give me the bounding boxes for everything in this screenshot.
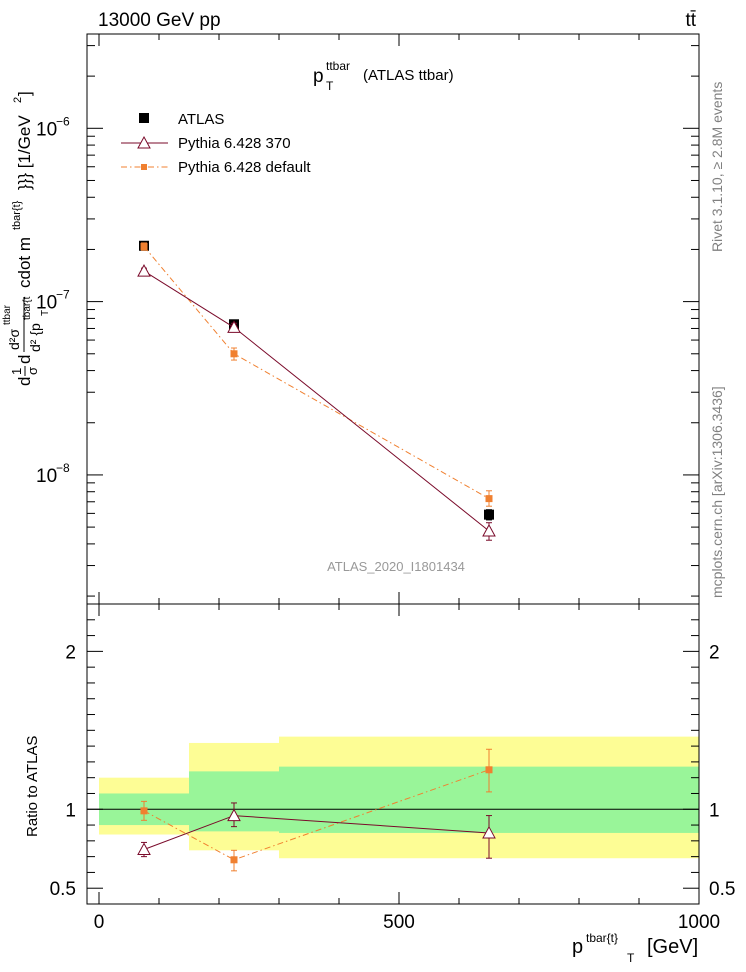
ylabel-units-sup: 2 bbox=[12, 97, 24, 103]
ratio-pythia-370-point bbox=[227, 808, 241, 822]
x-tick-label: 0 bbox=[94, 912, 105, 933]
legend-pythia370-label: Pythia 6.428 370 bbox=[178, 135, 291, 152]
ylabel-frac2-den: d² {p bbox=[27, 323, 43, 352]
title-rest: (ATLAS ttbar) bbox=[363, 67, 454, 84]
ylabel-frac2-num-sup: ttbar bbox=[2, 304, 13, 325]
lower-panel: 0 500 1000 0.5 0.5 1 1 2 2 Ratio to ATLAS p tbar… bbox=[24, 603, 735, 965]
energy-label: 13000 GeV pp bbox=[98, 10, 221, 31]
pythia-default-line bbox=[143, 246, 490, 500]
lower-frame bbox=[86, 603, 700, 905]
x-tick-label: 1000 bbox=[678, 912, 720, 933]
upper-plot-area bbox=[137, 240, 496, 541]
legend: ATLAS Pythia 6.428 370 Pythia 6.428 defa… bbox=[121, 111, 311, 176]
xlabel-sub: T bbox=[627, 951, 635, 965]
ratio-y-tick-label-left: 0.5 bbox=[50, 879, 76, 900]
lower-axes: 0 500 1000 0.5 0.5 1 1 2 2 bbox=[50, 603, 735, 933]
ratio-y-tick-label-right: 2 bbox=[709, 642, 720, 663]
ratio-pythia-default-point bbox=[230, 856, 238, 864]
xlabel-main: p bbox=[572, 936, 583, 958]
ratio-y-tick-label-left: 1 bbox=[65, 800, 76, 821]
upper-axes: 10−810−710−6 bbox=[36, 34, 700, 604]
pythia-370-point bbox=[227, 320, 241, 333]
pythia-default-point bbox=[485, 495, 493, 503]
xlabel-sup: tbar{t} bbox=[586, 931, 618, 945]
legend-atlas-marker bbox=[139, 113, 149, 123]
process-label: tt̄ bbox=[685, 10, 696, 31]
ylabel-frac2-den-sup: tbar{t bbox=[22, 296, 33, 320]
atlas-data-point bbox=[484, 509, 494, 520]
ratio-pythia-default-point bbox=[140, 807, 148, 815]
rivet-label: Rivet 3.1.10, ≥ 2.8M events bbox=[709, 82, 725, 252]
y-tick-label-base: 10 bbox=[36, 293, 57, 314]
title-sub: T bbox=[326, 79, 334, 93]
ylabel-frac1-den: σ bbox=[25, 367, 40, 375]
ylabel-frac1-num: 1 bbox=[9, 368, 24, 375]
ylabel-d2: d bbox=[15, 355, 34, 364]
lower-plot-area bbox=[87, 736, 699, 872]
y-tick-label-base: 10 bbox=[36, 466, 57, 487]
pythia-default-point bbox=[230, 350, 238, 358]
ratio-y-tick-label-left: 2 bbox=[65, 642, 76, 663]
y-tick-label-exponent: −6 bbox=[56, 114, 70, 128]
ylabel-cdot: cdot m bbox=[15, 237, 34, 288]
x-axis-label: p tbar{t} T [GeV] bbox=[572, 931, 698, 965]
ylabel-frac2-num: d²σ bbox=[6, 329, 22, 350]
x-tick-label: 500 bbox=[383, 912, 415, 933]
ylabel-cdot-sup: tbar{t} bbox=[11, 200, 23, 230]
ratio-pythia-default-point bbox=[485, 766, 493, 774]
y-axis-label: d 1 σ d d²σ ttbar d² {p tbar{t T cdot m … bbox=[2, 91, 51, 386]
mcplots-label: mcplots.cern.ch [arXiv:1306.3436] bbox=[709, 386, 725, 598]
title-sup: ttbar bbox=[326, 59, 350, 73]
ratio-pythia-370-point bbox=[137, 842, 151, 856]
title-main: p bbox=[313, 66, 324, 87]
ratio-y-tick-label-right: 1 bbox=[709, 800, 720, 821]
pythia-370-point bbox=[482, 523, 496, 537]
ratio-ylabel: Ratio to ATLAS bbox=[24, 736, 41, 837]
pythia-default-point bbox=[140, 242, 148, 250]
y-tick-label-base: 10 bbox=[36, 119, 57, 140]
y-tick-label-exponent: −8 bbox=[56, 461, 70, 475]
ylabel-frac2-den-sub: T bbox=[40, 310, 51, 316]
ylabel-units-close: ] bbox=[15, 91, 34, 96]
legend-pythiadefault-label: Pythia 6.428 default bbox=[178, 159, 311, 176]
legend-pythiadefault-marker bbox=[141, 164, 147, 170]
upper-panel: 10−810−710−6 p ttbar T (ATLAS ttbar) ATL… bbox=[2, 33, 700, 605]
xlabel-rest: [GeV] bbox=[647, 936, 698, 958]
ratio-pythia-370-point bbox=[482, 825, 496, 839]
legend-pythia370-marker bbox=[137, 135, 151, 149]
ylabel-d1: d bbox=[15, 377, 34, 386]
ylabel-units: }}} [1/GeV bbox=[15, 115, 34, 190]
y-tick-label-exponent: −7 bbox=[56, 288, 70, 302]
ratio-y-tick-label-right: 0.5 bbox=[709, 879, 735, 900]
legend-atlas-label: ATLAS bbox=[178, 111, 224, 128]
plot-title: p ttbar T (ATLAS ttbar) bbox=[313, 59, 454, 93]
analysis-label: ATLAS_2020_I1801434 bbox=[327, 559, 465, 574]
pythia-370-point bbox=[137, 264, 151, 277]
